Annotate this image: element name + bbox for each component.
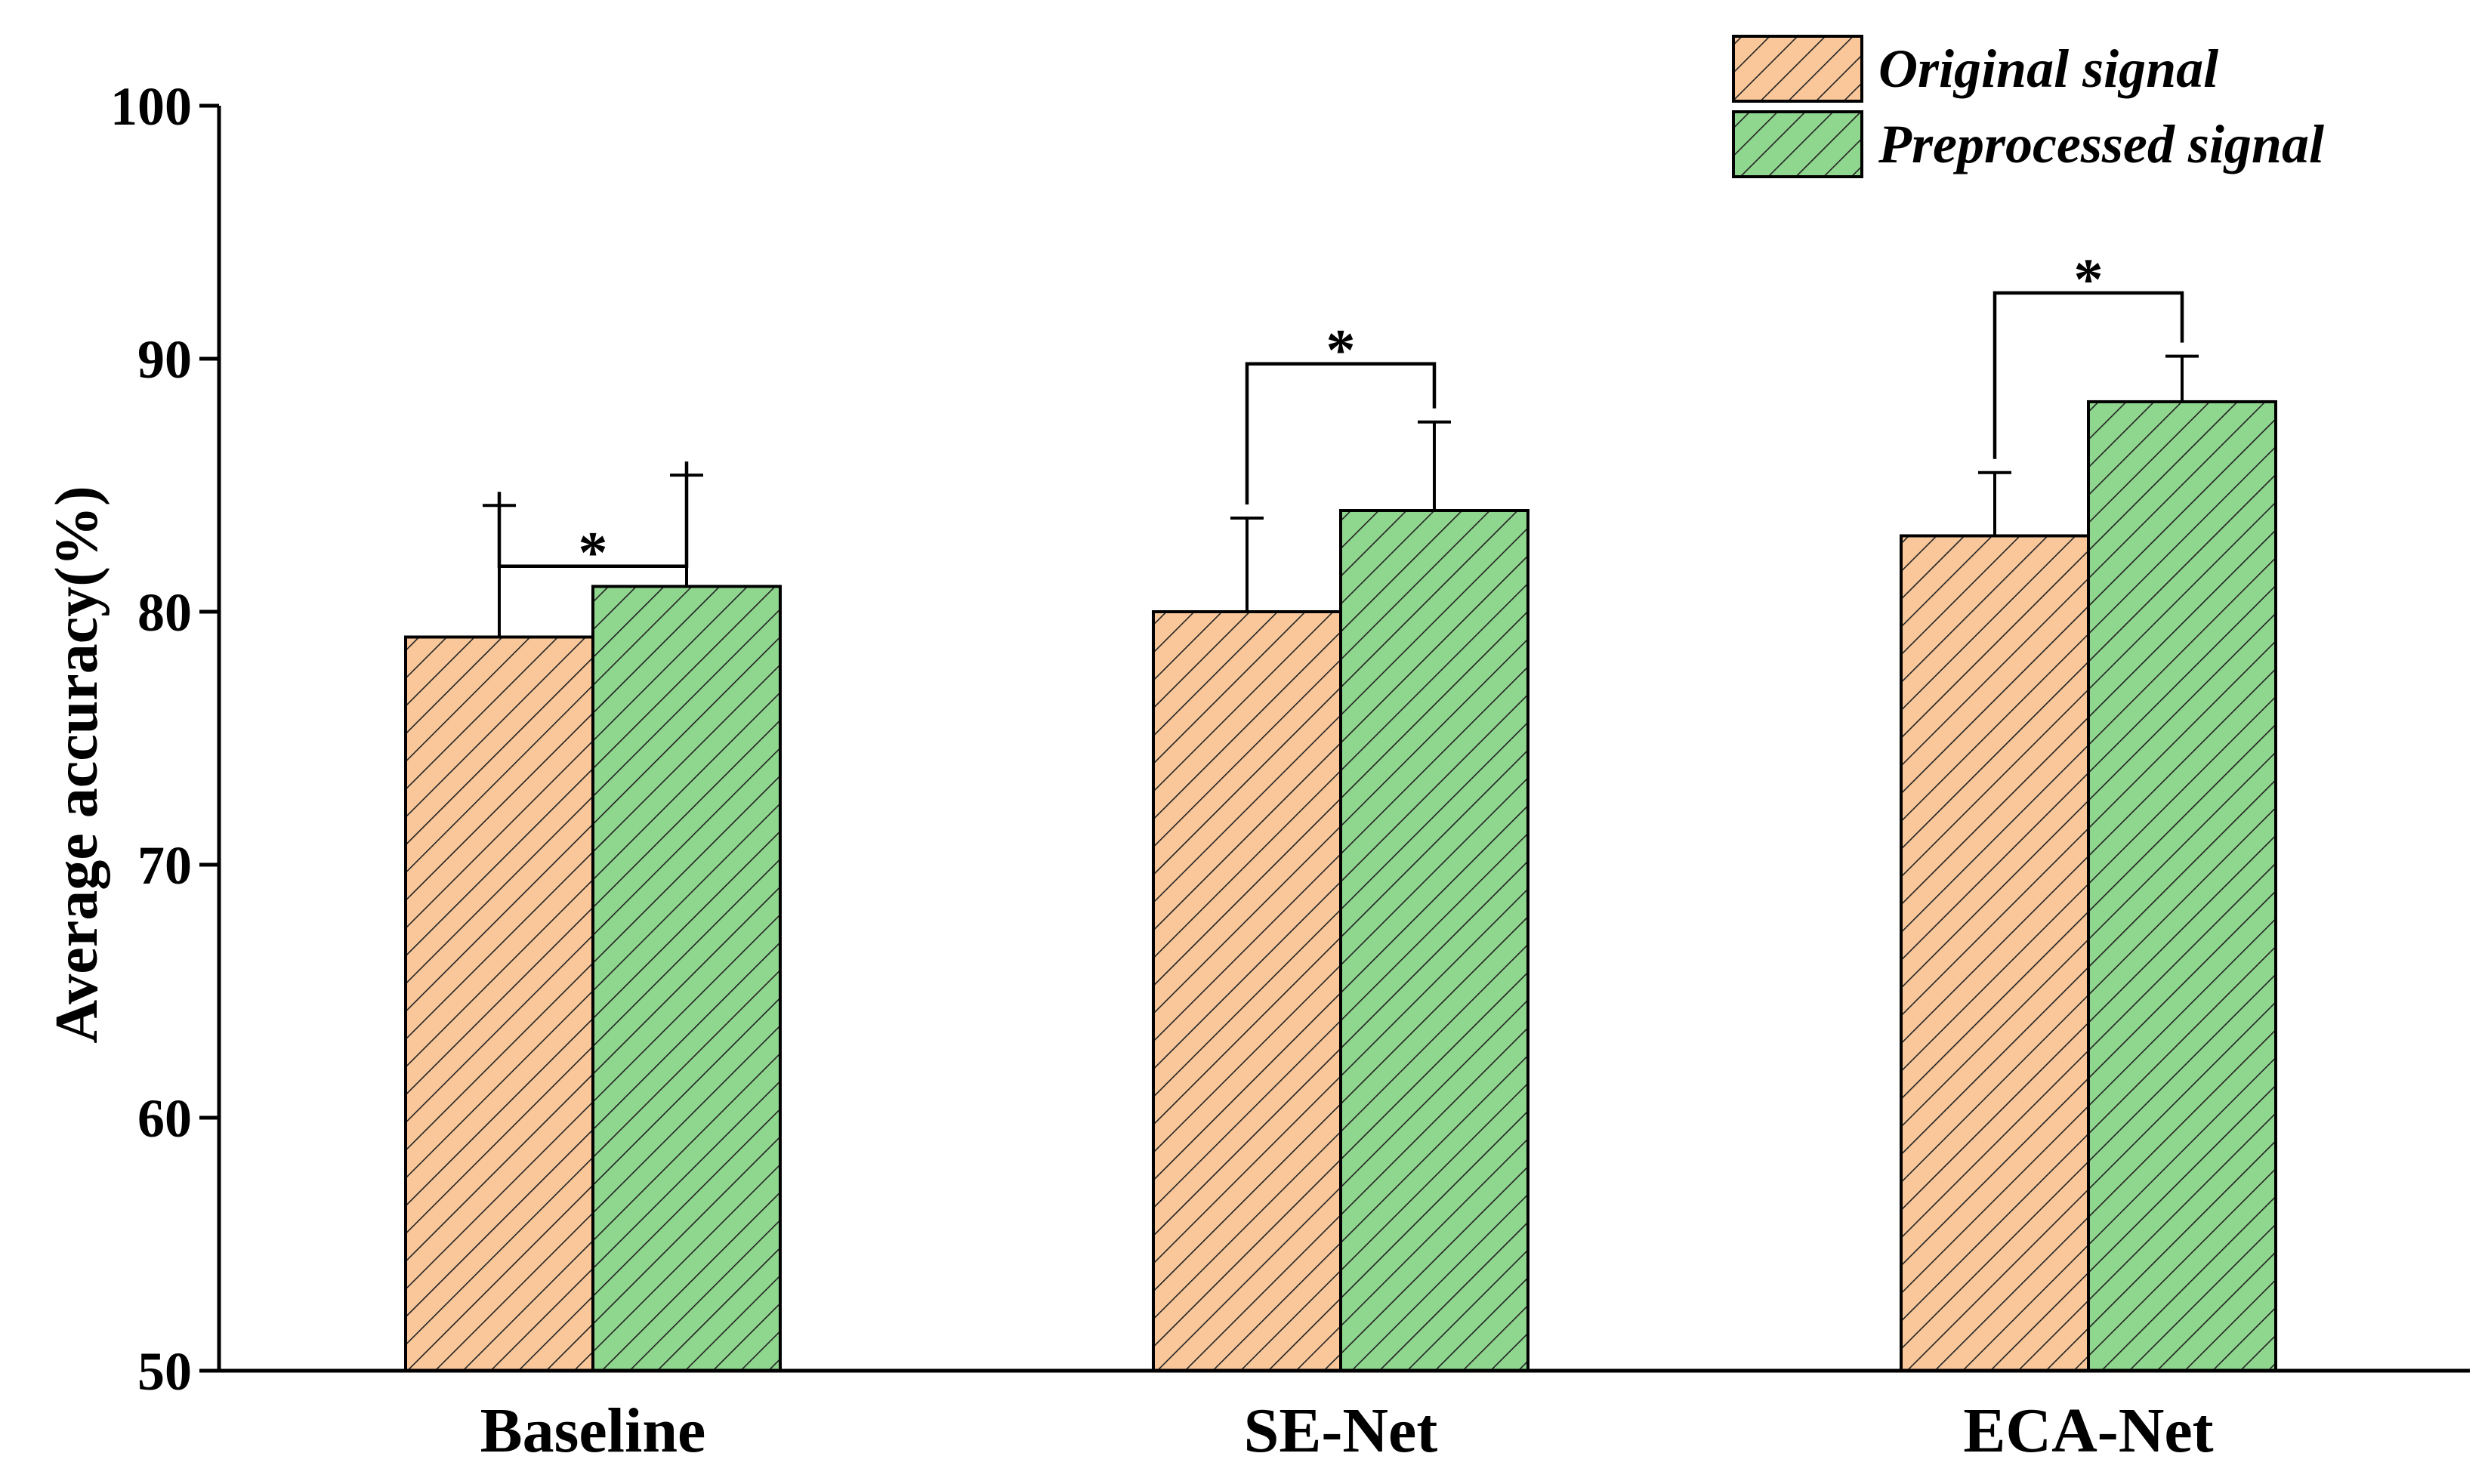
y-tick-label-100: 100 [110,76,192,137]
y-tick-label-80: 80 [137,582,192,643]
significance-bracket [1992,291,2184,459]
x-tick-label-se-net: SE-Net [1244,1396,1438,1466]
bar-baseline-original [404,635,594,1372]
significance-star: * [1326,317,1356,383]
bar-eca-net-original [1900,534,2090,1372]
bar-se-net-original [1152,610,1342,1372]
y-tick-label-90: 90 [137,329,192,390]
y-tick-label-70: 70 [137,835,192,896]
significance-star: * [579,520,608,585]
legend-swatch-preprocessed [1732,110,1863,178]
bar-se-net-preprocessed [1339,509,1529,1372]
bars-layer [404,400,2277,1373]
axes-layer: 50 60 70 80 90 100 Baseline SE-Net ECA-Net Averag… [44,76,2470,1466]
legend-label-original: Original signal [1878,39,2218,99]
significance-bracket [1245,362,1437,505]
bar-eca-net-preprocessed [2087,400,2277,1373]
y-tick-label-50: 50 [137,1341,192,1402]
legend: Original signal Preprocessed signal [1732,35,2324,178]
y-tick-label-60: 60 [137,1088,192,1149]
y-axis-title: Average accuracy(%) [44,486,110,1043]
significance-layer: * * * [497,246,2184,585]
legend-label-preprocessed: Preprocessed signal [1878,114,2324,174]
significance-bracket [497,461,689,568]
significance-star: * [2074,246,2104,312]
x-tick-label-baseline: Baseline [480,1396,706,1466]
x-tick-label-eca-net: ECA-Net [1963,1396,2213,1466]
bar-baseline-preprocessed [591,585,782,1372]
legend-swatch-original [1732,35,1863,103]
